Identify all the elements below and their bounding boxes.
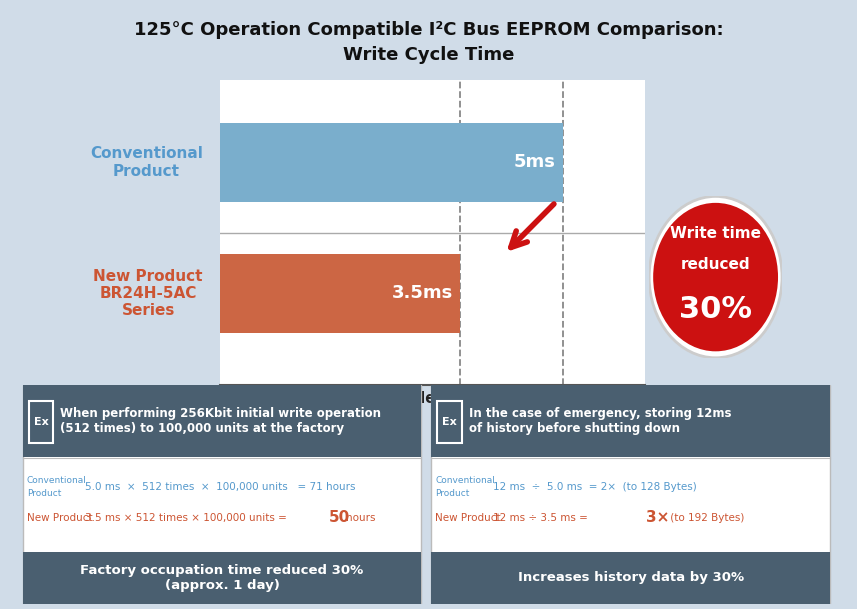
FancyBboxPatch shape: [431, 552, 830, 604]
Text: Factory occupation time reduced 30%
(approx. 1 day): Factory occupation time reduced 30% (app…: [81, 564, 363, 592]
Text: When performing 256Kbit initial write operation
(512 times) to 100,000 units at : When performing 256Kbit initial write op…: [60, 407, 381, 435]
Text: New Product: New Product: [27, 513, 93, 523]
Text: 5ms: 5ms: [514, 153, 556, 171]
Text: 12 ms ÷ 3.5 ms =: 12 ms ÷ 3.5 ms =: [494, 513, 591, 523]
Text: 3.5ms: 3.5ms: [392, 284, 453, 303]
FancyBboxPatch shape: [23, 552, 422, 604]
Text: reduced: reduced: [680, 256, 751, 272]
Text: Product: Product: [435, 489, 470, 498]
Text: 50: 50: [329, 510, 350, 525]
FancyBboxPatch shape: [431, 385, 830, 457]
Text: hours: hours: [346, 513, 375, 523]
Text: New Product
BR24H-5AC
Series: New Product BR24H-5AC Series: [93, 269, 203, 319]
Text: Conventional: Conventional: [435, 476, 495, 485]
Text: Product: Product: [27, 489, 62, 498]
Text: Ex: Ex: [33, 417, 48, 427]
Text: 12 ms  ÷  5.0 ms  = 2×  (to 128 Bytes): 12 ms ÷ 5.0 ms = 2× (to 128 Bytes): [494, 482, 697, 492]
FancyBboxPatch shape: [23, 385, 422, 604]
Text: 125°C Operation Compatible I²C Bus EEPROM Comparison:: 125°C Operation Compatible I²C Bus EEPRO…: [134, 21, 723, 40]
Text: 5.0 ms  ×  512 times  ×  100,000 units   = 71 hours: 5.0 ms × 512 times × 100,000 units = 71 …: [85, 482, 356, 492]
Text: Increases history data by 30%: Increases history data by 30%: [518, 571, 744, 584]
Text: New Product: New Product: [435, 513, 501, 523]
Ellipse shape: [653, 203, 778, 351]
FancyBboxPatch shape: [437, 401, 462, 443]
FancyBboxPatch shape: [431, 385, 830, 604]
Text: 3×: 3×: [646, 510, 669, 525]
Ellipse shape: [650, 197, 782, 358]
X-axis label: Write Cycle Time [ms]: Write Cycle Time [ms]: [341, 390, 524, 406]
Bar: [220, 122, 563, 202]
Bar: [220, 254, 460, 333]
Text: Ex: Ex: [442, 417, 457, 427]
Text: Write time: Write time: [670, 226, 761, 241]
Text: 30%: 30%: [679, 295, 752, 324]
Text: 3.5 ms × 512 times × 100,000 units =: 3.5 ms × 512 times × 100,000 units =: [85, 513, 290, 523]
Text: (to 192 Bytes): (to 192 Bytes): [667, 513, 745, 523]
Text: Conventional
Product: Conventional Product: [90, 146, 203, 178]
Text: In the case of emergency, storing 12ms
of history before shutting down: In the case of emergency, storing 12ms o…: [469, 407, 731, 435]
Text: Write Cycle Time: Write Cycle Time: [343, 46, 514, 64]
FancyBboxPatch shape: [23, 385, 422, 457]
Text: Conventional: Conventional: [27, 476, 87, 485]
FancyBboxPatch shape: [28, 401, 53, 443]
